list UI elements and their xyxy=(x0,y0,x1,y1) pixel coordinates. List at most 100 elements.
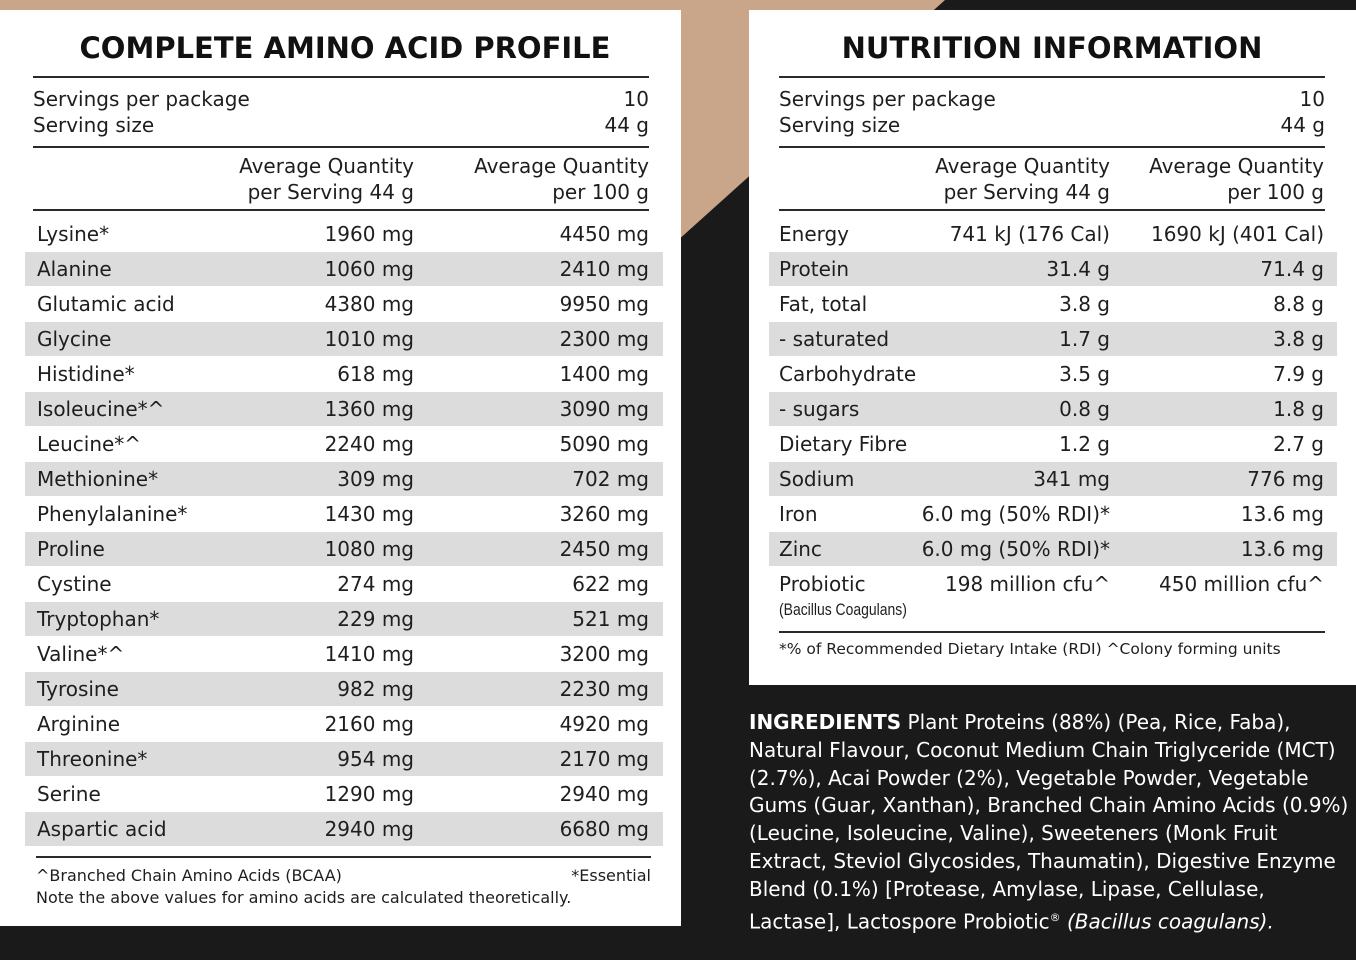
serving-value: 44 g xyxy=(604,113,649,137)
row-value: 2940 mg xyxy=(324,817,414,841)
row-value: 3.8 g xyxy=(1273,327,1324,351)
column-header: per Serving 44 g xyxy=(943,180,1110,204)
row-value: 2450 mg xyxy=(559,537,649,561)
row-value: 6.0 mg (50% RDI)* xyxy=(921,502,1110,526)
divider xyxy=(779,146,1325,148)
row-shade xyxy=(769,462,1337,496)
column-header: Average Quantity xyxy=(239,154,414,178)
row-label: Sodium xyxy=(779,467,855,491)
row-value: 450 million cfu^ xyxy=(1159,572,1324,596)
row-value: 2170 mg xyxy=(559,747,649,771)
row-shade xyxy=(25,322,663,356)
row-shade xyxy=(769,392,1337,426)
row-shade xyxy=(25,392,663,426)
row-value: 6680 mg xyxy=(559,817,649,841)
column-header: per 100 g xyxy=(552,180,649,204)
row-value: 229 mg xyxy=(337,607,414,631)
row-value: 13.6 mg xyxy=(1240,537,1324,561)
row-label: Dietary Fibre xyxy=(779,432,908,456)
row-label: Cystine xyxy=(37,572,112,596)
row-value: 3.8 g xyxy=(1059,292,1110,316)
row-value: 8.8 g xyxy=(1273,292,1324,316)
serving-value: 10 xyxy=(1299,87,1325,111)
row-shade xyxy=(769,322,1337,356)
column-header: per 100 g xyxy=(1227,180,1324,204)
row-label: Phenylalanine* xyxy=(37,502,188,526)
row-value: 341 mg xyxy=(1033,467,1110,491)
row-label: Iron xyxy=(779,502,818,526)
row-shade xyxy=(25,532,663,566)
ingredients: INGREDIENTS Plant Proteins (88%) (Pea, R… xyxy=(749,709,1354,936)
serving-value: 10 xyxy=(623,87,649,111)
row-value: 1080 mg xyxy=(324,537,414,561)
row-value: 954 mg xyxy=(337,747,414,771)
row-value: 31.4 g xyxy=(1046,257,1110,281)
row-value: 1.7 g xyxy=(1059,327,1110,351)
row-label: Tyrosine xyxy=(37,677,119,701)
divider xyxy=(779,76,1325,78)
row-value: 3.5 g xyxy=(1059,362,1110,386)
divider xyxy=(779,209,1325,211)
row-label: Energy xyxy=(779,222,850,246)
row-value: 2410 mg xyxy=(559,257,649,281)
row-value: 2230 mg xyxy=(559,677,649,701)
divider xyxy=(779,631,1325,633)
serving-label: Serving size xyxy=(779,113,901,137)
row-label: Protein xyxy=(779,257,850,281)
row-label: Histidine* xyxy=(37,362,135,386)
row-value: 1430 mg xyxy=(324,502,414,526)
column-header: per Serving 44 g xyxy=(247,180,414,204)
footnote: *Essential xyxy=(571,866,651,885)
row-value: 2240 mg xyxy=(324,432,414,456)
ingredients-italic: (Bacillus coagulans). xyxy=(1066,909,1274,934)
row-value: 13.6 mg xyxy=(1240,502,1324,526)
footnote: *% of Recommended Dietary Intake (RDI) ^… xyxy=(779,640,1281,659)
panel-title: COMPLETE AMINO ACID PROFILE xyxy=(79,30,611,65)
ingredients-text: Plant Proteins (88%) (Pea, Rice, Faba), … xyxy=(749,710,1349,934)
row-value: 1690 kJ (401 Cal) xyxy=(1150,222,1324,246)
row-value: 1060 mg xyxy=(324,257,414,281)
row-note: (Bacillus Coagulans) xyxy=(779,599,907,619)
row-label: Isoleucine*^ xyxy=(37,397,165,421)
row-value: 1960 mg xyxy=(324,222,414,246)
row-value: 1400 mg xyxy=(559,362,649,386)
row-value: 0.8 g xyxy=(1059,397,1110,421)
row-label: Zinc xyxy=(779,537,822,561)
row-shade xyxy=(25,252,663,286)
row-value: 3260 mg xyxy=(559,502,649,526)
row-value: 5090 mg xyxy=(559,432,649,456)
divider xyxy=(33,209,649,211)
divider xyxy=(33,146,649,148)
row-label: Glycine xyxy=(37,327,112,351)
row-value: 3090 mg xyxy=(559,397,649,421)
row-value: 776 mg xyxy=(1247,467,1324,491)
column-header: Average Quantity xyxy=(935,154,1110,178)
row-value: 2940 mg xyxy=(559,782,649,806)
row-shade xyxy=(769,532,1337,566)
row-label: Alanine xyxy=(37,257,112,281)
row-value: 741 kJ (176 Cal) xyxy=(949,222,1110,246)
row-label: Glutamic acid xyxy=(37,292,175,316)
serving-label: Servings per package xyxy=(779,87,996,111)
row-value: 198 million cfu^ xyxy=(945,572,1110,596)
row-value: 702 mg xyxy=(572,467,649,491)
row-value: 622 mg xyxy=(572,572,649,596)
row-value: 1010 mg xyxy=(324,327,414,351)
row-value: 1290 mg xyxy=(324,782,414,806)
row-label: Lysine* xyxy=(37,222,110,246)
row-value: 7.9 g xyxy=(1273,362,1324,386)
row-value: 1360 mg xyxy=(324,397,414,421)
row-shade xyxy=(25,672,663,706)
divider xyxy=(33,76,649,78)
row-value: 2.7 g xyxy=(1273,432,1324,456)
row-value: 521 mg xyxy=(572,607,649,631)
row-label: - sugars xyxy=(779,397,860,421)
row-value: 618 mg xyxy=(337,362,414,386)
row-label: Methionine* xyxy=(37,467,159,491)
registered-mark: ® xyxy=(1049,910,1061,924)
divider xyxy=(36,856,651,858)
row-shade xyxy=(25,602,663,636)
row-value: 9950 mg xyxy=(559,292,649,316)
row-label: Proline xyxy=(37,537,105,561)
